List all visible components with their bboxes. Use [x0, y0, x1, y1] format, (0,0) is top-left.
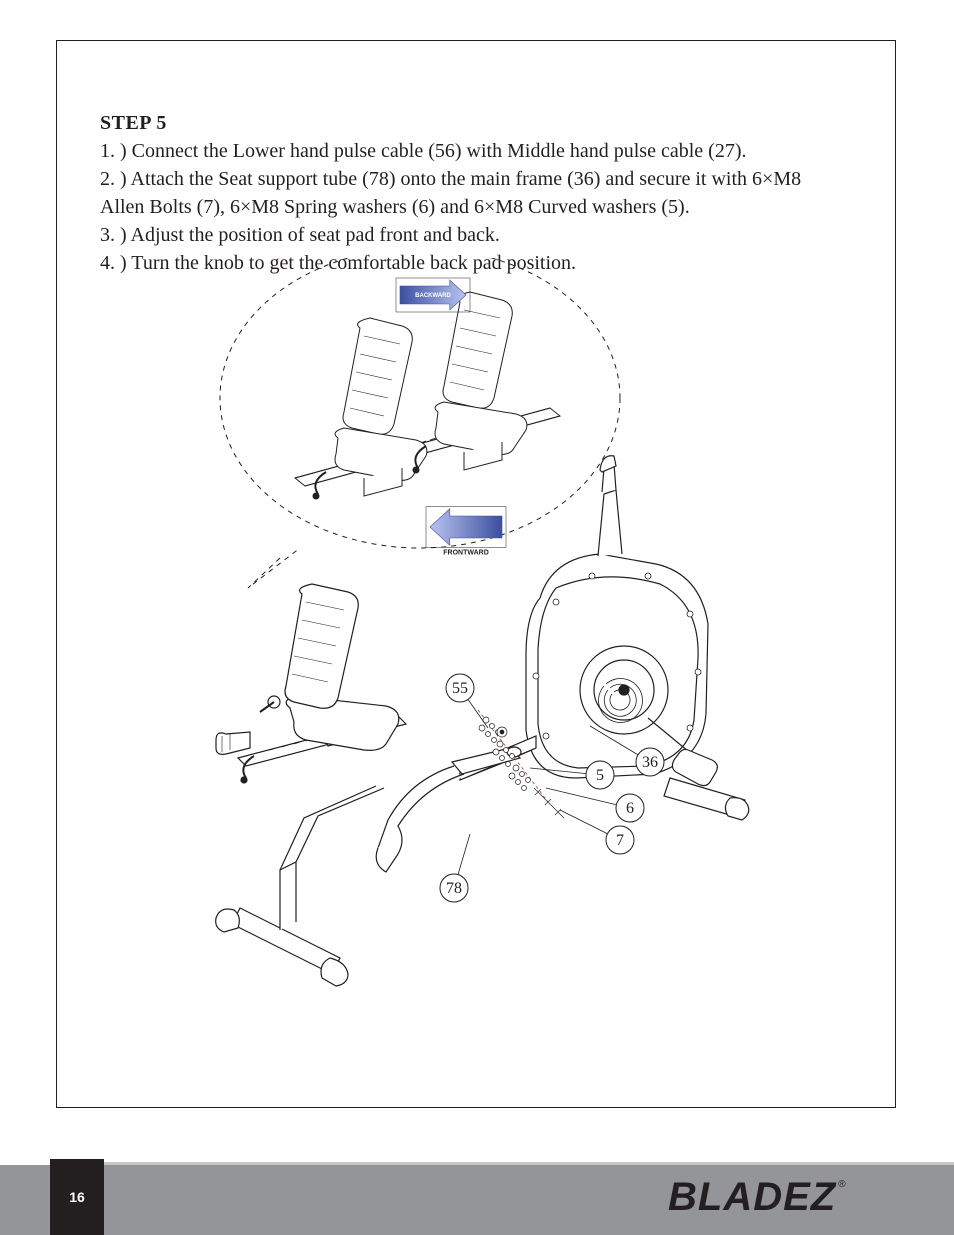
svg-text:55: 55	[452, 680, 468, 697]
page-number: 16	[50, 1159, 104, 1235]
svg-text:5: 5	[596, 767, 604, 784]
step-line-2: 2. ) Attach the Seat support tube (78) o…	[100, 165, 860, 193]
step-line-1: 1. ) Connect the Lower hand pulse cable …	[100, 137, 860, 165]
step-line-3: 3. ) Adjust the position of seat pad fro…	[100, 221, 860, 249]
step-title: STEP 5	[100, 112, 860, 135]
svg-text:78: 78	[446, 880, 462, 897]
registered-mark: ®	[838, 1179, 845, 1190]
svg-text:FRONTWARD: FRONTWARD	[443, 549, 489, 556]
assembly-diagram: BACKWARD FRONTWARD	[200, 258, 760, 988]
footer: 16 BLADEZ®	[0, 1149, 954, 1235]
svg-text:36: 36	[642, 754, 658, 771]
svg-text:BACKWARD: BACKWARD	[415, 293, 451, 299]
brand-text: BLADEZ	[668, 1175, 836, 1219]
svg-text:7: 7	[616, 832, 624, 849]
svg-text:6: 6	[626, 800, 634, 817]
step-line-2b: Allen Bolts (7), 6×M8 Spring washers (6)…	[100, 193, 860, 221]
content-block: STEP 5 1. ) Connect the Lower hand pulse…	[100, 112, 860, 277]
brand-logo: BLADEZ®	[668, 1175, 898, 1225]
